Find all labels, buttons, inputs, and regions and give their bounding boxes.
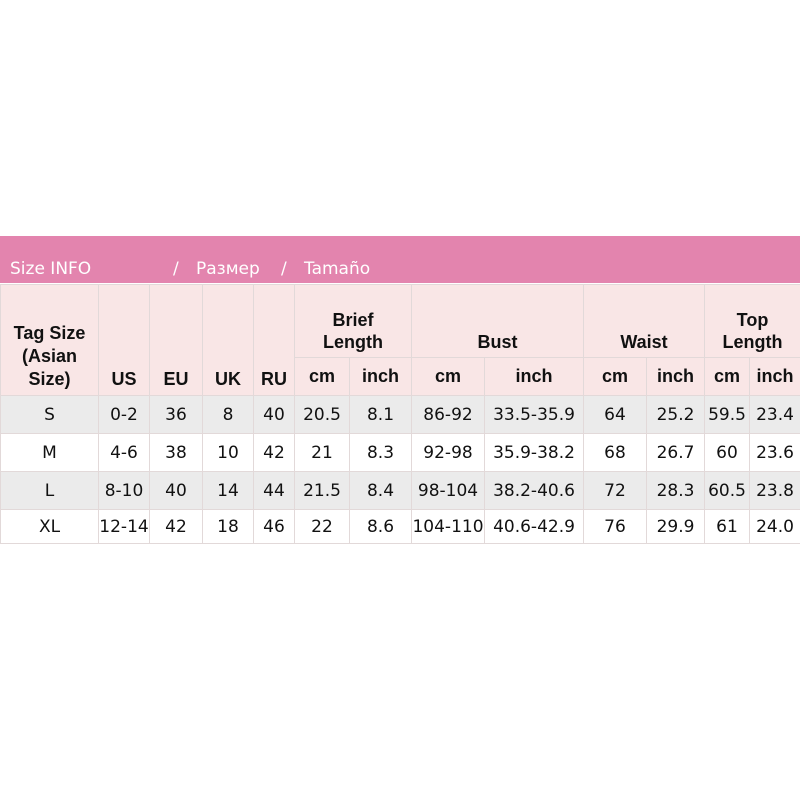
header-tag-line: Size) <box>28 369 71 389</box>
cell-us: 8-10 <box>98 471 150 510</box>
cell-tag: XL <box>0 509 99 544</box>
cell-ru: 40 <box>253 395 295 434</box>
header-bust: Bust <box>411 284 584 358</box>
header-tag-size: Tag Size (Asian Size) <box>0 284 99 396</box>
cell-eu: 38 <box>149 433 203 472</box>
cell-bust-cm: 104-110 <box>411 509 485 544</box>
cell-us: 4-6 <box>98 433 150 472</box>
cell-bust-cm: 92-98 <box>411 433 485 472</box>
cell-top-in: 23.4 <box>749 395 800 434</box>
cell-top-cm: 60.5 <box>704 471 750 510</box>
cell-uk: 18 <box>202 509 254 544</box>
cell-bust-in: 33.5-35.9 <box>484 395 584 434</box>
cell-ru: 42 <box>253 433 295 472</box>
size-chart-table: Tag Size (Asian Size) US EU UK RU Brief … <box>0 284 800 544</box>
cell-top-cm: 59.5 <box>704 395 750 434</box>
table-row: XL 12-14 42 18 46 22 8.6 104-110 40.6-42.9 76 29.9… <box>0 509 800 544</box>
header-line: Brief <box>332 310 374 330</box>
cell-uk: 8 <box>202 395 254 434</box>
cell-waist-cm: 72 <box>583 471 647 510</box>
title-separator: / <box>281 259 287 279</box>
cell-bust-in: 35.9-38.2 <box>484 433 584 472</box>
header-top-length: Top Length <box>704 284 800 358</box>
cell-waist-in: 25.2 <box>646 395 705 434</box>
cell-top-cm: 61 <box>704 509 750 544</box>
cell-bust-in: 40.6-42.9 <box>484 509 584 544</box>
cell-us: 12-14 <box>98 509 150 544</box>
cell-brief-cm: 21.5 <box>294 471 350 510</box>
cell-waist-cm: 76 <box>583 509 647 544</box>
table-row: L 8-10 40 14 44 21.5 8.4 98-104 38.2-40.6 72 28.3 6… <box>0 471 800 510</box>
cell-eu: 40 <box>149 471 203 510</box>
cell-tag: M <box>0 433 99 472</box>
table-row: M 4-6 38 10 42 21 8.3 92-98 35.9-38.2 68 26.7 60 23.… <box>0 433 800 472</box>
cell-brief-in: 8.4 <box>349 471 412 510</box>
subheader-cm: cm <box>294 357 350 396</box>
table-row: S 0-2 36 8 40 20.5 8.1 86-92 33.5-35.9 64 25.2 59.5… <box>0 395 800 434</box>
cell-waist-in: 26.7 <box>646 433 705 472</box>
subheader-cm: cm <box>583 357 647 396</box>
cell-eu: 36 <box>149 395 203 434</box>
cell-waist-in: 29.9 <box>646 509 705 544</box>
header-waist: Waist <box>583 284 705 358</box>
header-us: US <box>98 284 150 396</box>
cell-bust-cm: 86-92 <box>411 395 485 434</box>
cell-top-cm: 60 <box>704 433 750 472</box>
cell-brief-cm: 21 <box>294 433 350 472</box>
cell-ru: 46 <box>253 509 295 544</box>
header-line: Top <box>736 310 769 330</box>
header-uk: UK <box>202 284 254 396</box>
title-russian: Размер <box>196 259 260 279</box>
subheader-inch: inch <box>349 357 412 396</box>
title-separator: / <box>173 259 179 279</box>
header-tag-line: Tag Size <box>13 323 86 343</box>
header-eu: EU <box>149 284 203 396</box>
header-line: Length <box>323 332 383 352</box>
cell-tag: L <box>0 471 99 510</box>
cell-uk: 10 <box>202 433 254 472</box>
cell-top-in: 24.0 <box>749 509 800 544</box>
cell-brief-cm: 22 <box>294 509 350 544</box>
size-info-title-bar: Size INFO / Размер / Tamaño <box>0 236 800 283</box>
cell-ru: 44 <box>253 471 295 510</box>
cell-waist-cm: 68 <box>583 433 647 472</box>
cell-top-in: 23.6 <box>749 433 800 472</box>
cell-bust-cm: 98-104 <box>411 471 485 510</box>
cell-uk: 14 <box>202 471 254 510</box>
header-tag-line: (Asian <box>21 346 77 366</box>
subheader-cm: cm <box>411 357 485 396</box>
header-brief-length: Brief Length <box>294 284 412 358</box>
cell-tag: S <box>0 395 99 434</box>
cell-waist-in: 28.3 <box>646 471 705 510</box>
cell-brief-in: 8.6 <box>349 509 412 544</box>
cell-brief-in: 8.3 <box>349 433 412 472</box>
header-line: Length <box>722 332 783 352</box>
subheader-inch: inch <box>484 357 584 396</box>
subheader-inch: inch <box>749 357 800 396</box>
title-spanish: Tamaño <box>304 259 371 279</box>
cell-brief-cm: 20.5 <box>294 395 350 434</box>
cell-top-in: 23.8 <box>749 471 800 510</box>
cell-bust-in: 38.2-40.6 <box>484 471 584 510</box>
cell-waist-cm: 64 <box>583 395 647 434</box>
title-english: Size INFO <box>10 259 92 279</box>
cell-brief-in: 8.1 <box>349 395 412 434</box>
cell-us: 0-2 <box>98 395 150 434</box>
subheader-inch: inch <box>646 357 705 396</box>
header-ru: RU <box>253 284 295 396</box>
subheader-cm: cm <box>704 357 750 396</box>
cell-eu: 42 <box>149 509 203 544</box>
